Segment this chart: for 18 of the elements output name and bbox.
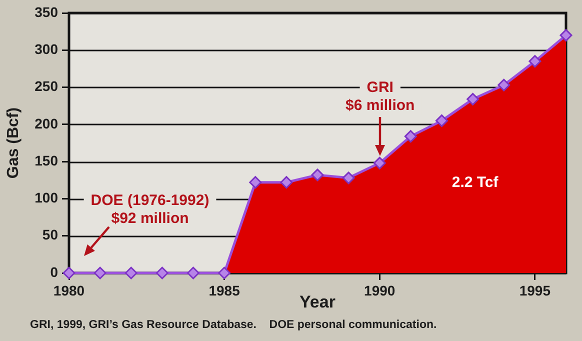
y-tick-label: 100 [34,190,58,206]
y-tick-label: 300 [34,41,58,57]
x-tick-label: 1985 [208,282,240,298]
y-tick-label: 350 [34,4,58,20]
x-axis-title: Year [300,292,336,312]
annotation: GRI $6 million [346,79,415,114]
annotation: DOE (1976-1992) $92 million [90,192,210,228]
text: GRI, 1999, GRI’s Gas Resource Database. DOE personal communication. [30,319,437,332]
y-tick-label: 250 [34,78,58,94]
y-tick-label: 150 [34,152,58,168]
y-tick-label: 50 [42,226,58,243]
annotation: 2.2 Tcf [452,174,500,191]
y-axis-title: Gas (Bcf) [5,107,22,179]
x-tick-label: 1995 [519,282,551,298]
y-tick-label: 0 [50,264,58,280]
x-tick-label: 1980 [53,282,85,298]
y-tick-label: 200 [34,115,58,132]
x-tick-label: 1990 [364,282,396,298]
